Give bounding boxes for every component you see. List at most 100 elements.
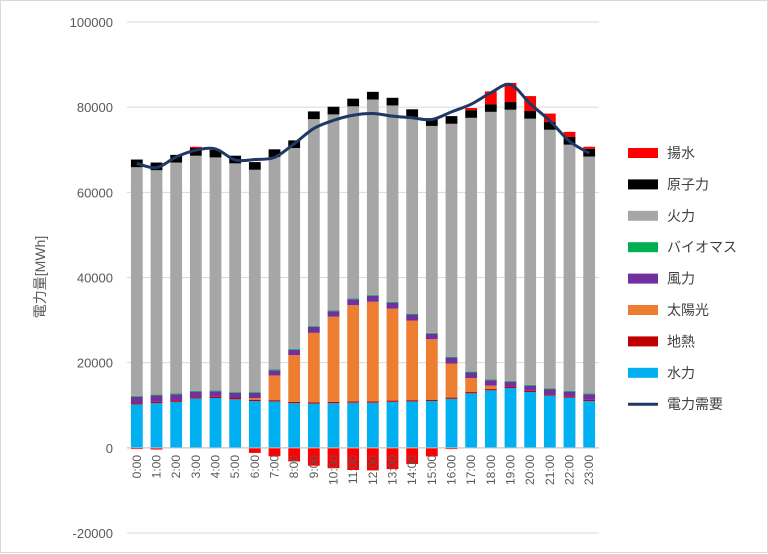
bar-segment: [130, 403, 143, 405]
x-tick-label: 10:00: [327, 455, 341, 485]
bar-segment: [366, 447, 379, 471]
bar-segment: [347, 299, 360, 306]
bar-segment: [425, 339, 438, 400]
bar-segment: [150, 403, 163, 448]
bar-segment: [209, 149, 222, 158]
bar-segment: [268, 400, 281, 402]
x-tick-label: 18:00: [484, 455, 498, 485]
bar-segment: [445, 356, 458, 358]
y-tick-label: 0: [106, 441, 113, 456]
bar-segment: [406, 320, 419, 401]
bar-segment: [170, 400, 183, 402]
x-axis-ticks: 0:00 1:00 2:00 3:00 4:00 5:00 6:00 7:00 8:00 9:00…: [130, 455, 596, 485]
bar-segment: [465, 377, 478, 393]
bar-segment: [583, 400, 596, 448]
bar-segment: [465, 117, 478, 372]
x-tick-label: 7:00: [268, 455, 282, 479]
bar-segment: [248, 400, 261, 448]
bar-segment: [248, 162, 261, 170]
bar-segment: [130, 447, 143, 450]
bar-segment: [484, 385, 497, 390]
legend-label: 風力: [667, 271, 695, 287]
bar-segment: [248, 398, 261, 400]
bar-segment: [583, 393, 596, 395]
bar-segment: [445, 397, 458, 399]
bar-segment: [150, 447, 163, 450]
bar-segment: [563, 397, 576, 448]
bar-segment: [347, 402, 360, 448]
legend-swatch: [628, 367, 658, 378]
bar-segment: [543, 122, 556, 130]
x-tick-label: 20:00: [523, 455, 537, 485]
bar-segment: [189, 148, 202, 156]
bar-segment: [229, 392, 242, 393]
bar-segment: [504, 388, 517, 448]
x-tick-label: 12:00: [366, 455, 380, 485]
demand-series-line: [136, 82, 590, 170]
bar-segment: [465, 392, 478, 394]
bar-segment: [425, 400, 438, 448]
bar-segment: [170, 154, 183, 163]
bar-segment: [307, 403, 320, 448]
bar-segment: [465, 372, 478, 378]
bar-segment: [170, 401, 183, 448]
bar-segment: [347, 98, 360, 107]
bar-segment: [189, 390, 202, 392]
x-tick-label: 8:00: [287, 455, 301, 479]
bar-segment: [524, 110, 537, 119]
legend-label: 太陽光: [667, 302, 709, 318]
x-tick-label: 13:00: [386, 455, 400, 485]
bar-segment: [524, 385, 537, 391]
bar-segment: [327, 447, 340, 469]
bar-segment: [347, 305, 360, 402]
x-tick-label: 9:00: [307, 455, 321, 479]
x-tick-label: 2:00: [169, 455, 183, 479]
x-tick-label: 19:00: [504, 455, 518, 485]
x-tick-label: 5:00: [228, 455, 242, 479]
bar-segment: [327, 316, 340, 402]
bar-segment: [288, 148, 301, 350]
bar-segment: [268, 401, 281, 448]
bar-segment: [366, 294, 379, 296]
bar-segment: [170, 394, 183, 401]
bar-segment: [406, 116, 419, 314]
bar-segment: [465, 371, 478, 373]
bar-segment: [484, 390, 497, 448]
bar-segment: [130, 396, 143, 404]
bar-segment: [543, 394, 556, 396]
bar-segment: [465, 393, 478, 448]
bar-segment: [543, 389, 556, 395]
y-tick-label: 40000: [77, 271, 113, 286]
bar-segment: [288, 349, 301, 350]
bar-segment: [445, 398, 458, 448]
bar-segment: [484, 104, 497, 112]
bar-segment: [386, 97, 399, 106]
demand-line: [136, 82, 590, 170]
bar-segment: [445, 116, 458, 124]
bar-segment: [229, 163, 242, 393]
x-tick-label: 14:00: [405, 455, 419, 485]
bar-segment: [268, 447, 281, 457]
bar-segment: [209, 398, 222, 448]
bar-segment: [347, 106, 360, 299]
bar-segment: [307, 111, 320, 120]
bar-segment: [484, 389, 497, 391]
bar-segment: [583, 146, 596, 149]
bar-segment: [366, 295, 379, 302]
bar-segment: [406, 314, 419, 321]
x-tick-label: 15:00: [425, 455, 439, 485]
bar-segment: [583, 156, 596, 394]
bar-segment: [366, 402, 379, 448]
bar-segment: [150, 401, 163, 404]
bar-segment: [366, 99, 379, 295]
legend-swatch: [628, 210, 658, 221]
bar-segment: [229, 392, 242, 399]
bar-segment: [386, 400, 399, 402]
bar-segment: [563, 144, 576, 391]
bar-segment: [189, 397, 202, 399]
bar-segment: [347, 401, 360, 403]
bar-segment: [563, 390, 576, 392]
x-tick-label: 11:00: [346, 455, 360, 484]
